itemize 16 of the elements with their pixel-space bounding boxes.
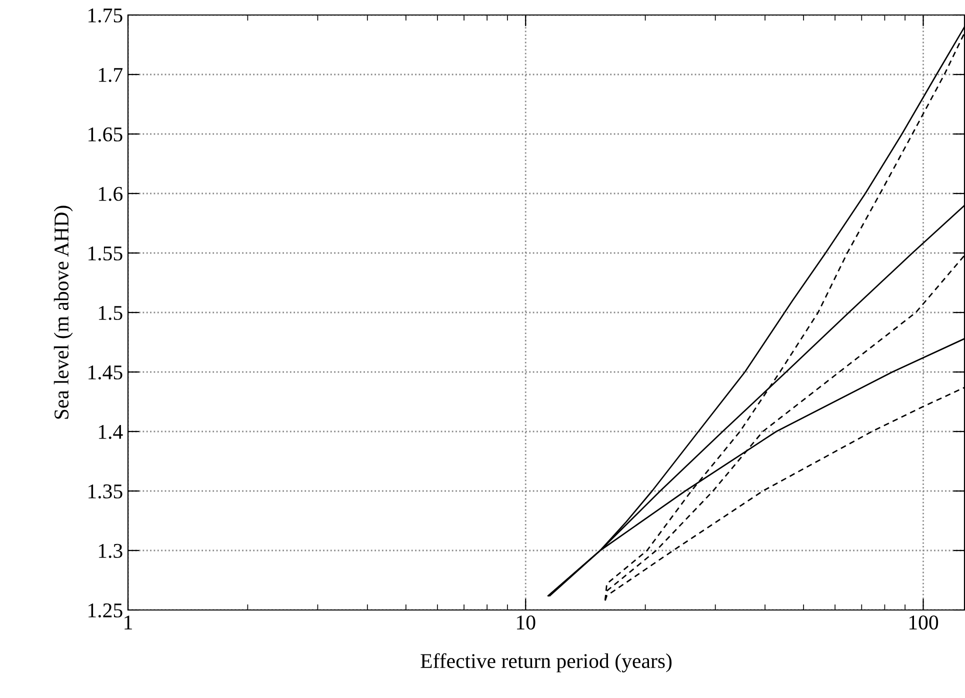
x-tick-label: 10 <box>517 615 536 630</box>
y-tick-label: 1.4 <box>98 424 123 440</box>
y-axis-title: Sea level (m above AHD) <box>54 206 73 419</box>
x-axis-title: Effective return period (years) <box>420 653 672 672</box>
x-tick-label: 1 <box>124 616 132 630</box>
y-tick-label: 1.5 <box>98 306 122 320</box>
y-tick-label: 1.3 <box>98 544 122 558</box>
y-tick-label: 1.55 <box>88 246 122 261</box>
y-tick-label: 1.6 <box>98 186 123 202</box>
y-tick-label: 1.75 <box>88 8 122 23</box>
y-tick-label: 1.45 <box>88 365 122 380</box>
y-tick-label: 1.7 <box>98 68 123 82</box>
y-tick-label: 1.65 <box>88 127 122 142</box>
x-tick-label: 100 <box>909 615 938 630</box>
y-tick-label: 1.35 <box>88 484 122 499</box>
y-tick-label: 1.25 <box>88 603 122 618</box>
